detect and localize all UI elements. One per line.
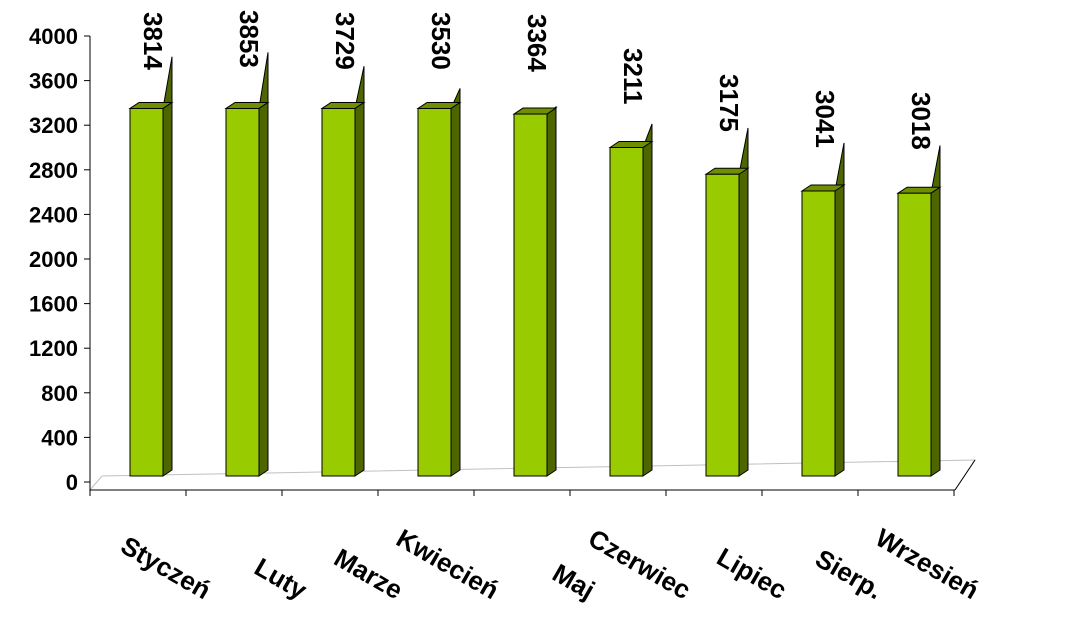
data-label: 3853 xyxy=(234,10,264,68)
chart-axes xyxy=(89,36,976,491)
y-tick-label: 400 xyxy=(41,425,78,450)
bar-series xyxy=(128,52,942,477)
bar-front-face xyxy=(705,173,740,477)
x-tick-label: Czerwiec xyxy=(583,523,696,605)
bar-front-face xyxy=(513,113,548,477)
bar-side-face xyxy=(546,105,557,477)
bar-front-face xyxy=(225,107,260,477)
y-tick-label: 800 xyxy=(41,381,78,406)
x-tick-label: Lipiec xyxy=(712,542,792,606)
bar-4 xyxy=(416,88,462,477)
bar-1 xyxy=(128,56,174,477)
bar-front-face xyxy=(801,190,836,477)
data-label: 3530 xyxy=(426,12,456,70)
y-tick-label: 2400 xyxy=(29,202,78,227)
bar-side-face xyxy=(930,145,941,477)
bar-7 xyxy=(704,127,750,477)
data-label: 3814 xyxy=(138,12,168,70)
data-label: 3211 xyxy=(618,48,648,104)
bar-front-face xyxy=(609,147,644,477)
bar-6 xyxy=(608,123,654,477)
bar-side-face xyxy=(162,56,173,477)
y-tick-label: 2000 xyxy=(29,247,78,272)
y-tick-label: 2800 xyxy=(29,158,78,183)
y-tick-label: 1200 xyxy=(29,336,78,361)
bar-5 xyxy=(512,105,558,477)
bar-8 xyxy=(800,142,846,477)
data-labels: 3814 3853 3729 3530 3364 3211 3175 3041 3018 xyxy=(138,10,936,150)
bar-front-face xyxy=(897,192,932,477)
bar-side-face xyxy=(642,123,653,477)
x-tick-label: Maj xyxy=(547,558,600,606)
y-tick-label: 4000 xyxy=(29,24,78,49)
x-tick-label: Styczeń xyxy=(116,530,216,605)
bar-side-face xyxy=(354,66,365,477)
bar-front-face xyxy=(417,107,452,477)
bar-side-face xyxy=(834,142,845,477)
y-axis-ticks: 0 400 800 1200 1600 2000 2400 2800 3200 3600 4000 xyxy=(29,24,955,496)
x-axis-depth-line xyxy=(954,459,976,491)
y-tick-label: 1600 xyxy=(29,292,78,317)
data-label: 3729 xyxy=(330,12,360,70)
bar-front-face xyxy=(321,107,356,477)
x-tick-label: Luty xyxy=(249,552,312,606)
x-tick-label: Marze xyxy=(329,542,408,605)
x-tick-label: Sierp. xyxy=(810,543,888,605)
bar-side-face xyxy=(450,88,461,477)
x-tick-label: Wrzesień xyxy=(871,522,984,605)
data-label: 3364 xyxy=(522,14,552,72)
bar-side-face xyxy=(738,127,749,477)
data-label: 3041 xyxy=(810,90,840,148)
bar-2 xyxy=(224,52,270,477)
x-tick-label: Kwiecień xyxy=(391,523,504,605)
y-tick-label: 0 xyxy=(66,470,78,495)
data-label: 3018 xyxy=(906,92,936,150)
bar-3 xyxy=(320,66,366,477)
bar-front-face xyxy=(129,107,164,477)
y-tick-label: 3600 xyxy=(29,69,78,94)
data-label: 3175 xyxy=(714,74,744,132)
bar-9 xyxy=(896,145,942,477)
bar-side-face xyxy=(258,52,269,477)
y-tick-label: 3200 xyxy=(29,113,78,138)
